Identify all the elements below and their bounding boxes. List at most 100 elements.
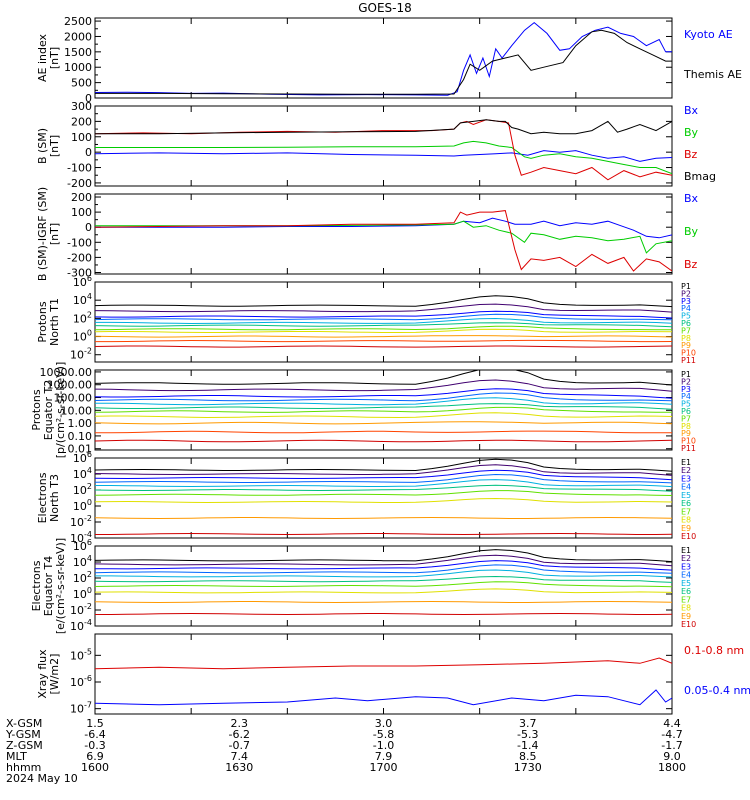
channel-line [95, 549, 672, 563]
channel-line [95, 313, 672, 321]
panel-8: 10-7 10-6 10-5 Xray flux[W/m2] 0.1-0.8 nm 0.0… [36, 633, 750, 716]
channel-line [95, 532, 672, 536]
channel-line [95, 310, 672, 319]
y-axis-label: Xray flux[W/m2] [36, 649, 61, 699]
y-tick-label: 0 [85, 146, 92, 159]
channel-label: P5 [681, 400, 691, 409]
y-tick-label: 300 [71, 100, 92, 113]
y-tick-label: 100 [73, 586, 92, 601]
channel-line [95, 421, 672, 425]
channel-line [95, 458, 672, 472]
x-row-label: 2024 May 10 [6, 772, 78, 785]
series-line [95, 140, 672, 175]
panel-3: -300 -200 -100 0 100 200 B (SM)-IGRF (SM)[nT] B… [36, 187, 699, 281]
channel-line [95, 406, 672, 413]
series-line [95, 210, 672, 272]
panel-5: 0.010.101.0010.00100.001000.0010000.00Pr… [30, 362, 696, 459]
channel-line [95, 473, 672, 484]
channel-label: P4 [681, 392, 691, 401]
channel-label: E6 [681, 587, 691, 596]
x-row-label: MLT [6, 750, 27, 763]
y-tick-label: 104 [73, 554, 92, 569]
channel-label: E2 [681, 466, 691, 475]
channel-label: E10 [681, 620, 696, 629]
y-axis-label: ElectronsNorth T3 [36, 472, 61, 523]
channel-line [95, 345, 672, 348]
channel-line [95, 612, 672, 616]
y-tick-label: 500 [71, 77, 92, 90]
channel-label: E4 [681, 571, 691, 580]
y-tick-label: 0.01 [68, 443, 93, 456]
y-tick-label: 0 [85, 221, 92, 234]
y-tick-label: 106 [73, 538, 92, 553]
channel-label: E10 [681, 532, 696, 541]
x-col-value: 6.9 [86, 750, 104, 763]
series-line [95, 119, 672, 135]
y-tick-label: 104 [73, 292, 92, 307]
y-tick-label: 106 [73, 450, 92, 465]
channel-line [95, 479, 672, 488]
x-col-value: -5.8 [373, 728, 394, 741]
channel-line [95, 295, 672, 308]
channel-label: P5 [681, 312, 691, 321]
channel-label: E8 [681, 516, 691, 525]
y-tick-label: 102 [73, 570, 92, 585]
panel-frame [94, 193, 673, 275]
channel-label: E1 [681, 458, 691, 467]
series-line [95, 150, 672, 162]
x-col-value: 9.0 [663, 750, 681, 763]
channel-label: P11 [681, 444, 696, 453]
x-col-value: 4.4 [663, 717, 681, 730]
y-tick-label: 100 [71, 206, 92, 219]
y-tick-label: 1000.00 [47, 379, 93, 392]
y-tick-label: 10.00 [61, 404, 93, 417]
y-tick-label: 2500 [64, 15, 92, 28]
channel-label: P1 [681, 370, 691, 379]
channel-line [95, 564, 672, 574]
channel-line [95, 335, 672, 338]
channel-line [95, 497, 672, 504]
x-col-value: 7.9 [375, 750, 393, 763]
channel-line [95, 370, 672, 386]
channel-line [95, 575, 672, 583]
panel-frame [94, 17, 673, 99]
x-col-value: 1600 [81, 761, 109, 774]
channel-label: P8 [681, 334, 691, 343]
y-tick-label: 10000.00 [40, 366, 93, 379]
series-line [95, 29, 672, 95]
y-tick-label: 2000 [64, 30, 92, 43]
y-axis-label: ElectronsEquator T4[e/(cm²-s-sr-keV)] [30, 538, 67, 634]
y-tick-label: 102 [73, 310, 92, 325]
legend-label: By [684, 126, 699, 139]
x-col-value: 7.4 [231, 750, 249, 763]
channel-label: P11 [681, 356, 696, 365]
legend-label: Kyoto AE [684, 28, 733, 41]
channel-label: P8 [681, 422, 691, 431]
channel-line [95, 516, 672, 520]
channel-line [95, 588, 672, 594]
plot-title: GOES-18 [358, 1, 412, 15]
y-axis-label: B (SM)-IGRF (SM)[nT] [36, 187, 61, 281]
y-tick-label: 200 [71, 115, 92, 128]
x-col-value: 8.5 [519, 750, 537, 763]
y-tick-label: 0.10 [68, 430, 93, 443]
x-col-value: 1630 [225, 761, 253, 774]
channel-line [95, 328, 672, 333]
channel-label: E4 [681, 483, 691, 492]
y-tick-label: 100 [73, 498, 92, 513]
y-tick-label: -100 [67, 236, 92, 249]
channel-line [95, 322, 672, 328]
channel-line [95, 581, 672, 588]
x-col-value: -1.0 [373, 739, 394, 752]
x-col-value: 1730 [514, 761, 542, 774]
channel-line [95, 430, 672, 434]
channel-label: E5 [681, 491, 691, 500]
series-line [95, 21, 672, 96]
channel-line [95, 569, 672, 578]
channel-label: P10 [681, 437, 696, 446]
channel-label: P10 [681, 349, 696, 358]
series-line [95, 220, 672, 254]
x-col-value: 2.3 [231, 717, 249, 730]
channel-label: P9 [681, 341, 691, 350]
